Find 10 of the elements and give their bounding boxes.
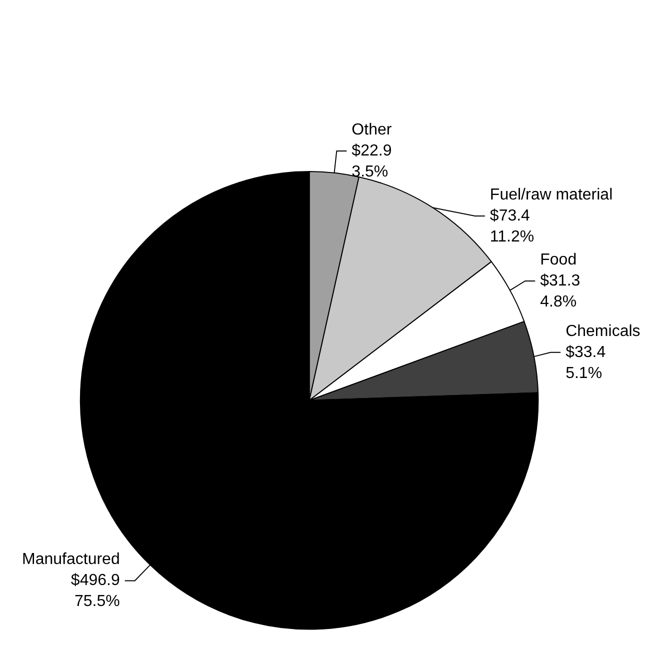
data-label: $33.4 5.1% — [566, 344, 606, 382]
slice-label: Food — [540, 252, 577, 268]
data-label: $31.3 4.8% — [540, 272, 580, 310]
data-label: $22.9 3.5% — [352, 142, 392, 180]
data-label: $496.9 75.5% — [70, 572, 120, 610]
slice-label: Manufactured — [22, 551, 120, 568]
slice-label: Chemicals — [566, 322, 640, 340]
data-label: $73.4 11.2% — [490, 208, 534, 246]
slice-label: Fuel/raw material — [490, 186, 613, 204]
slice-label: Other — [352, 122, 392, 138]
